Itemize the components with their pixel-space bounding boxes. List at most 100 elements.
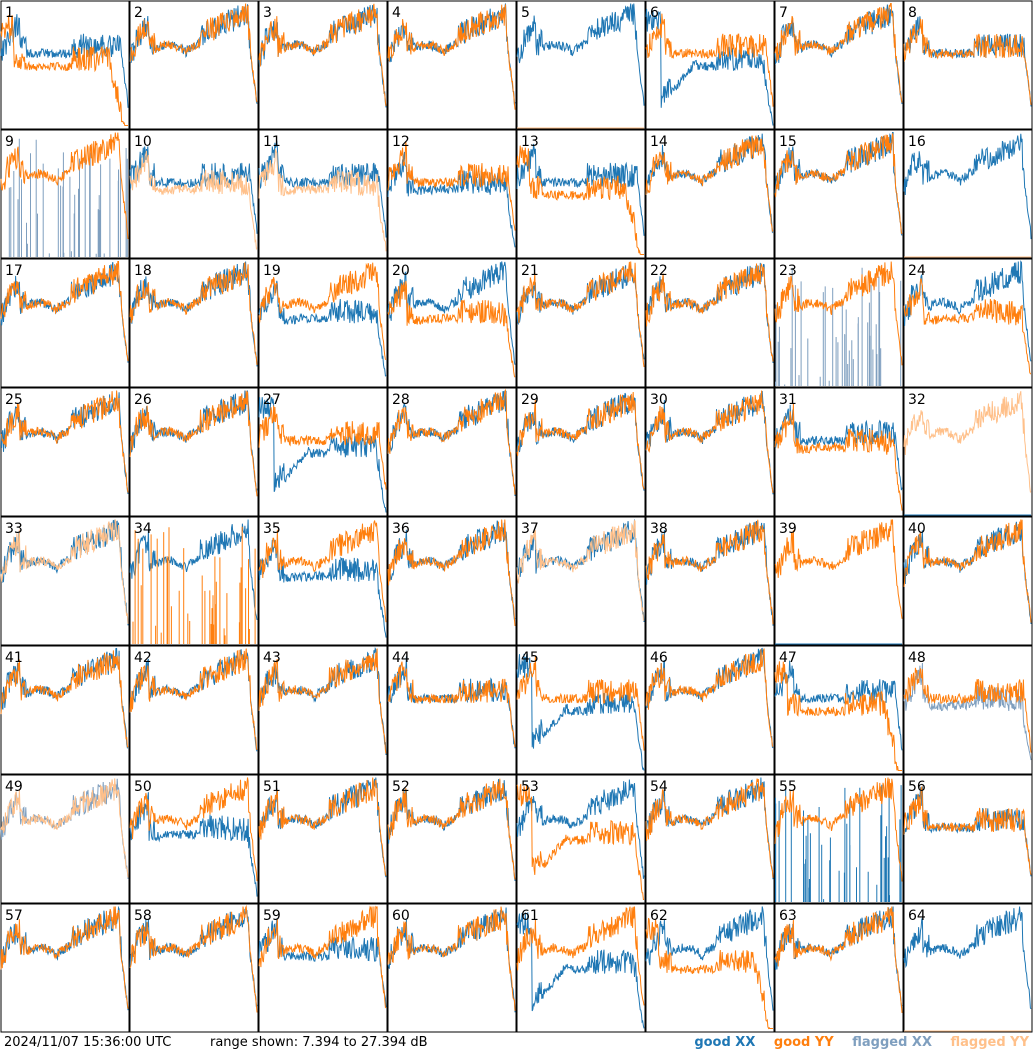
legend-good-xx: good XX [694, 1035, 756, 1050]
trace-yy-11 [258, 148, 387, 252]
panel-label-15: 15 [779, 134, 797, 150]
panel-label-64: 64 [908, 908, 926, 924]
trace-yy-7 [774, 3, 903, 103]
panel-label-59: 59 [263, 908, 281, 924]
trace-yy-22 [645, 263, 774, 362]
panel-64: 64 [903, 903, 1033, 1033]
panel-label-1: 1 [5, 5, 14, 21]
panel-label-48: 48 [908, 650, 926, 666]
panel-47: 47 [774, 645, 904, 775]
trace-yy-9 [0, 132, 129, 240]
trace-yy-12 [387, 140, 516, 231]
panel-20: 20 [387, 258, 517, 388]
trace-yy-2 [129, 3, 258, 103]
panel-label-32: 32 [908, 392, 926, 408]
trace-xx-28 [387, 390, 516, 497]
trace-yy-40 [903, 519, 1032, 623]
panel-21: 21 [516, 258, 646, 388]
panel-58: 58 [129, 903, 259, 1033]
panel-frame [903, 774, 1033, 904]
range-label: range shown: 7.394 to 27.394 dB [210, 1035, 428, 1050]
panel-label-31: 31 [779, 392, 797, 408]
trace-yy-25 [0, 390, 129, 493]
trace-yy-4 [387, 4, 516, 110]
trace-xx-23 [775, 267, 902, 386]
panel-29: 29 [516, 387, 646, 517]
panel-label-18: 18 [134, 263, 152, 279]
panel-label-2: 2 [134, 5, 143, 21]
panel-label-21: 21 [521, 263, 539, 279]
panel-15: 15 [774, 129, 904, 259]
panel-5: 5 [516, 0, 646, 130]
trace-yy-21 [516, 261, 645, 368]
trace-xx-16 [903, 133, 1032, 240]
panel-label-41: 41 [5, 650, 23, 666]
panel-61: 61 [516, 903, 646, 1033]
panel-54: 54 [645, 774, 775, 904]
trace-xx-21 [516, 265, 645, 360]
panel-label-55: 55 [779, 779, 797, 795]
trace-yy-31 [774, 403, 903, 511]
trace-yy-63 [774, 906, 903, 1013]
trace-yy-51 [258, 777, 387, 876]
panel-50: 50 [129, 774, 259, 904]
panel-frame [645, 387, 775, 517]
panel-label-60: 60 [392, 908, 410, 924]
panel-label-52: 52 [392, 779, 410, 795]
trace-xx-27 [258, 396, 387, 513]
trace-yy-37 [516, 519, 645, 621]
panel-40: 40 [903, 516, 1033, 646]
panel-6: 6 [645, 0, 775, 130]
trace-yy-35 [258, 520, 387, 623]
panel-label-35: 35 [263, 521, 281, 537]
trace-xx-64 [903, 906, 1032, 1010]
panel-24: 24 [903, 258, 1033, 388]
panel-35: 35 [258, 516, 388, 646]
panel-49: 49 [0, 774, 130, 904]
trace-yy-10 [129, 150, 258, 251]
legend-flagged-yy: flagged YY [950, 1035, 1030, 1050]
trace-xx-12 [387, 151, 516, 248]
panel-27: 27 [258, 387, 388, 517]
panel-7: 7 [774, 0, 904, 130]
panel-label-10: 10 [134, 134, 152, 150]
footer: 2024/11/07 15:36:00 UTC range shown: 7.3… [0, 1033, 1033, 1053]
panel-26: 26 [129, 387, 259, 517]
panel-36: 36 [387, 516, 517, 646]
trace-yy-3 [258, 3, 387, 107]
panel-label-25: 25 [5, 392, 23, 408]
trace-yy-52 [387, 778, 516, 880]
panel-label-19: 19 [263, 263, 281, 279]
panel-frame [903, 0, 1033, 130]
panel-label-13: 13 [521, 134, 539, 150]
trace-xx-24 [903, 260, 1032, 362]
trace-yy-45 [516, 656, 645, 751]
trace-yy-33 [0, 519, 129, 624]
panel-label-36: 36 [392, 521, 410, 537]
trace-yy-43 [258, 648, 387, 754]
panel-label-4: 4 [392, 5, 401, 21]
panel-label-5: 5 [521, 5, 530, 21]
trace-yy-59 [258, 905, 387, 1009]
trace-xx-63 [774, 906, 903, 1009]
trace-yy-15 [774, 133, 903, 235]
panel-37: 37 [516, 516, 646, 646]
panel-57: 57 [0, 903, 130, 1033]
panel-label-28: 28 [392, 392, 410, 408]
panel-45: 45 [516, 645, 646, 775]
timestamp: 2024/11/07 15:36:00 UTC [4, 1035, 172, 1050]
panel-38: 38 [645, 516, 775, 646]
trace-yy-18 [129, 262, 258, 366]
panel-frame [387, 645, 517, 775]
trace-yy-17 [0, 261, 129, 362]
trace-yy-19 [258, 262, 387, 360]
panel-label-63: 63 [779, 908, 797, 924]
panel-frame [387, 129, 517, 259]
panel-label-8: 8 [908, 5, 917, 21]
trace-yy-46 [645, 648, 774, 747]
panel-label-29: 29 [521, 392, 539, 408]
panel-label-61: 61 [521, 908, 539, 924]
panel-label-26: 26 [134, 392, 152, 408]
panel-label-40: 40 [908, 521, 926, 537]
trace-xx-55 [774, 784, 902, 902]
